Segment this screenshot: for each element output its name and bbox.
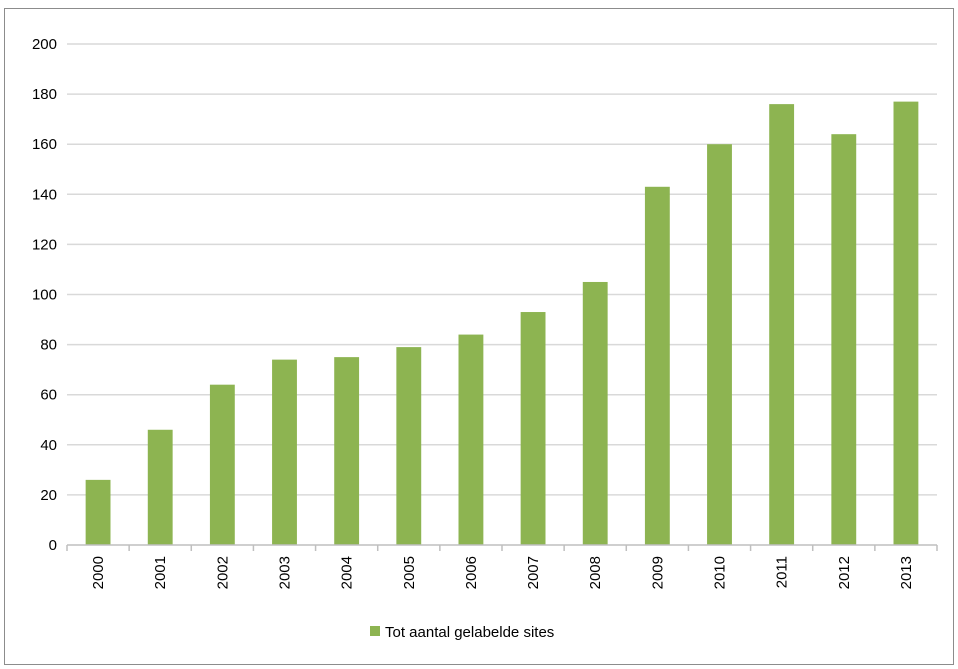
bar-2003 (272, 359, 297, 545)
x-tick-label-2001: 2001 (152, 556, 169, 589)
x-tick-label-2011: 2011 (774, 556, 791, 588)
bar-2013 (893, 101, 919, 546)
legend: Tot aantal gelabelde sites (370, 624, 554, 641)
x-axis (66, 544, 938, 551)
x-tick-label-2009: 2009 (649, 556, 666, 589)
y-tick-label: 60 (40, 387, 57, 404)
y-tick-label: 140 (32, 186, 57, 203)
bar-2004 (334, 357, 360, 545)
bar-2006 (458, 334, 484, 545)
x-tick-label-2005: 2005 (401, 556, 418, 589)
bar-2000 (85, 479, 111, 545)
legend-swatch (370, 626, 380, 636)
y-tick-label: 80 (40, 337, 57, 354)
x-tick-label-2008: 2008 (587, 556, 604, 589)
x-tick-label-2007: 2007 (525, 556, 542, 589)
x-tick-label-2006: 2006 (463, 556, 480, 589)
y-tick-label: 0 (49, 537, 57, 554)
bar-2007 (520, 312, 546, 545)
y-tick-label: 160 (32, 136, 57, 153)
y-tick-label: 180 (32, 86, 57, 103)
x-axis-tick-labels: 2000 2001 2002 2003 2004 2005 2006 2007 2008 2009… (90, 556, 915, 589)
bar-2008 (582, 281, 608, 545)
y-tick-label: 200 (32, 36, 57, 53)
x-tick-label-2002: 2002 (214, 556, 231, 589)
y-tick-label: 20 (40, 487, 57, 504)
y-tick-label: 120 (32, 236, 57, 253)
x-tick-label-2010: 2010 (712, 556, 729, 589)
x-tick-label-2003: 2003 (277, 556, 294, 589)
y-tick-label: 40 (40, 437, 57, 454)
x-tick-label-2013: 2013 (898, 556, 915, 589)
x-tick-label-2004: 2004 (339, 556, 356, 589)
y-tick-label: 100 (32, 287, 57, 304)
bar-2005 (396, 347, 422, 545)
bar-2009 (644, 186, 670, 545)
bar-2001 (147, 429, 173, 545)
bar-2012 (831, 134, 857, 545)
x-tick-label-2000: 2000 (90, 556, 107, 589)
bar-2010 (707, 144, 732, 545)
legend-label: Tot aantal gelabelde sites (385, 624, 554, 641)
bars (85, 101, 919, 546)
bar-2011 (769, 104, 795, 546)
x-tick-label-2012: 2012 (836, 556, 853, 589)
bar-2002 (209, 384, 235, 545)
y-axis-tick-labels: 0 20 40 60 80 100 120 140 160 180 200 (32, 36, 57, 554)
gridlines (67, 43, 937, 496)
